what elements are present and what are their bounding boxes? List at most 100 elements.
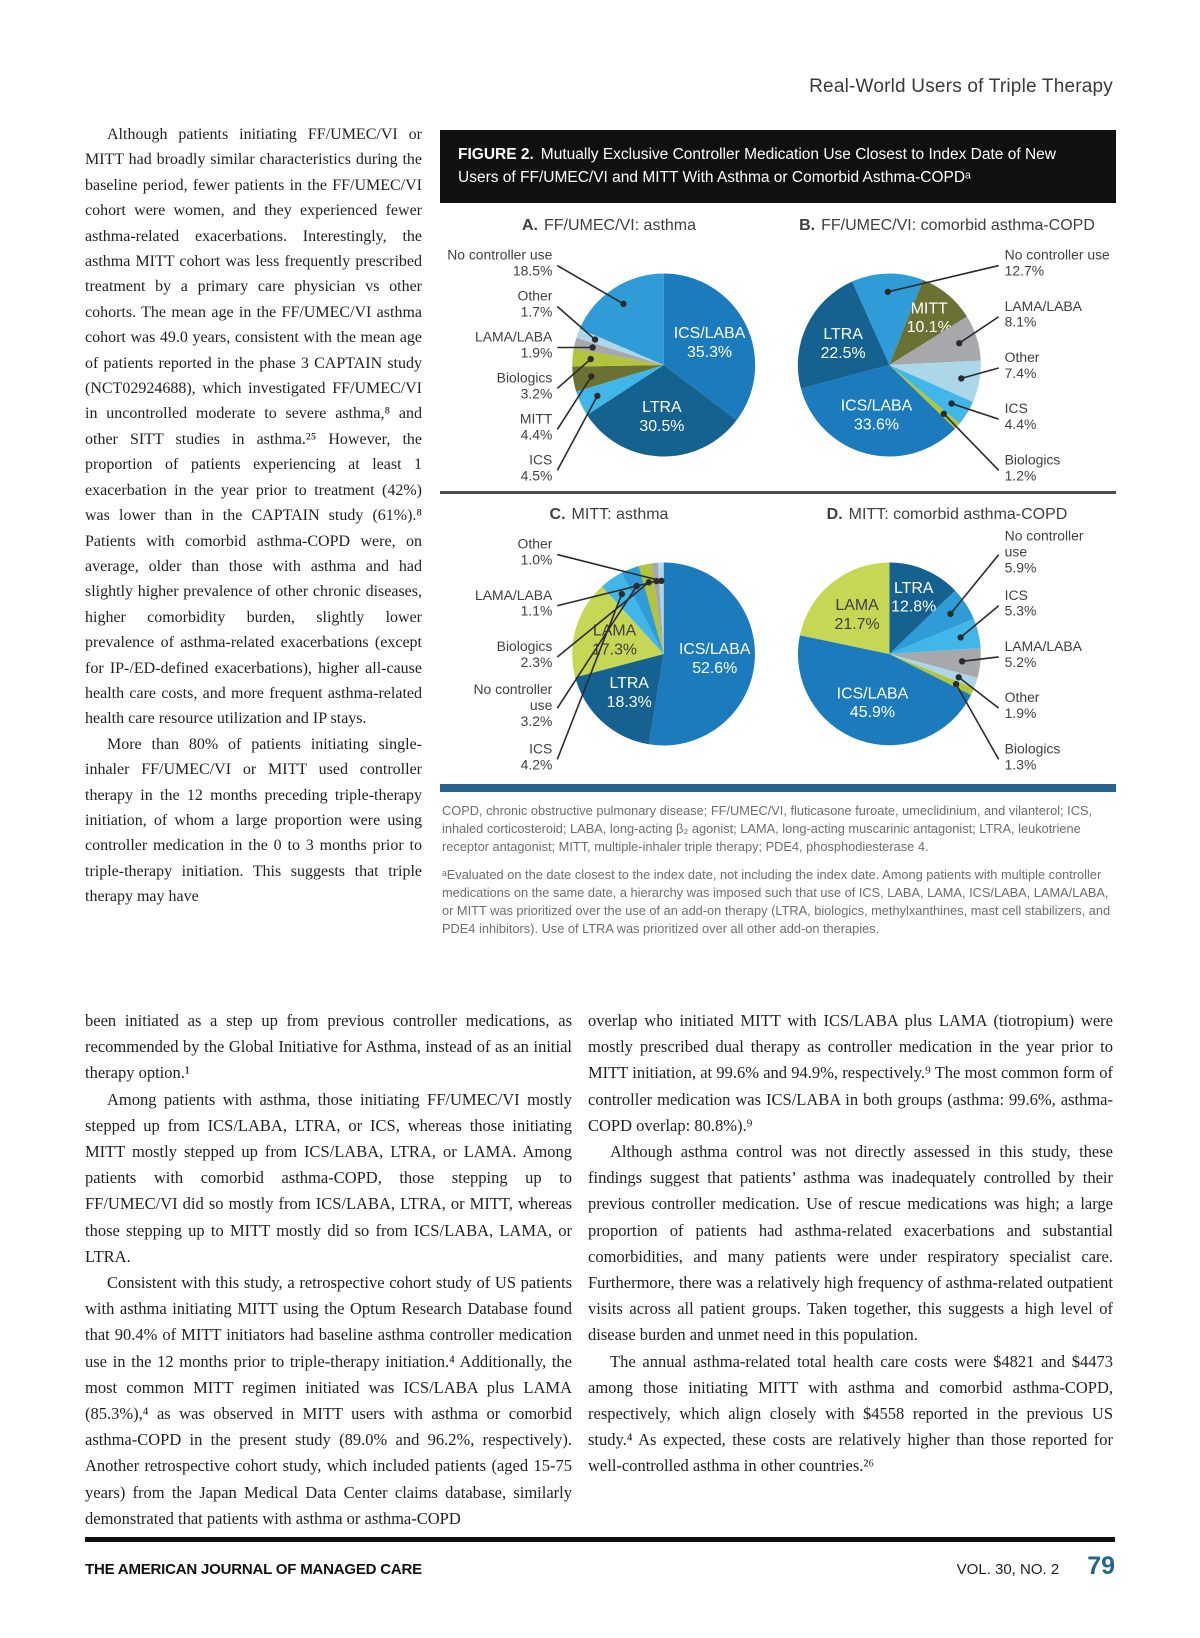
- callout-label: No controller use 3.2%: [473, 681, 552, 729]
- paragraph: been initiated as a step up from previou…: [85, 1011, 572, 1083]
- callout-label: No controller use 12.7%: [1005, 246, 1110, 278]
- pie-slice-ics-laba: [800, 364, 956, 456]
- callout-label: Other 1.0%: [518, 535, 553, 567]
- callout-dot: [952, 680, 960, 687]
- pie-slice-ics: [889, 364, 973, 423]
- callout-dot: [956, 339, 963, 346]
- callout-leader-line: [962, 655, 999, 662]
- panel-caption: MITT: comorbid asthma-COPD: [848, 505, 1068, 523]
- pie-panel-d: D. MITT: comorbid asthma-COPD LTRA 12.8% IC…: [778, 498, 1116, 778]
- callout-label: Other 1.7%: [518, 287, 553, 319]
- pie-slice-ltra: [889, 562, 956, 654]
- pie-slice-lama-laba: [889, 316, 981, 365]
- slice-label: ICS/LABA 45.9%: [837, 685, 909, 721]
- pie-slice-lama-laba: [573, 337, 664, 365]
- callout-dot: [955, 673, 962, 680]
- pie-slice-mitt: [889, 279, 967, 365]
- callout-label: LAMA/LABA 1.9%: [475, 328, 553, 360]
- callout-dot: [958, 374, 965, 382]
- running-head: Real-World Users of Triple Therapy: [809, 76, 1113, 97]
- callout-leader-line: [556, 357, 592, 389]
- panel-letter: B.: [799, 216, 816, 234]
- callout-label: No controller use 18.5%: [447, 246, 552, 278]
- intro-column: Although patients initiating FF/UMEC/VI …: [85, 122, 422, 910]
- callout-leader-line: [556, 395, 599, 471]
- pie-chart-a: ICS/LABA 35.3% LTRA 30.5% No controller use 1…: [447, 246, 756, 483]
- paragraph: Among patients with asthma, those initia…: [85, 1089, 572, 1266]
- callout-dot: [958, 657, 966, 665]
- pie-row-bottom: C. MITT: asthma ICS/LABA 52.6% LTRA 18.3% LAM…: [440, 490, 1116, 778]
- pie-slice-mitt: [572, 364, 664, 392]
- slice-label: ICS/LABA 35.3%: [674, 325, 746, 361]
- figure-title: Mutually Exclusive Controller Medication…: [458, 146, 1056, 187]
- callout-leader-line: [961, 366, 999, 379]
- footer: THE AMERICAN JOURNAL OF MANAGED CARE VOL…: [85, 1552, 1115, 1581]
- callout-label: Biologics 3.2%: [497, 369, 553, 401]
- pie-chart-b: MITT 10.1% ICS/LABA 33.6% LTRA 22.5% No contro…: [797, 246, 1110, 483]
- paragraph: Although asthma control was not directly…: [588, 1142, 1113, 1345]
- volume-number: VOL. 30, NO. 2: [956, 1561, 1060, 1578]
- figure-bottom-rule: [440, 783, 1116, 792]
- bottom-right-column: overlap who initiated MITT with ICS/LABA…: [588, 1008, 1113, 1480]
- callout-label: LAMA/LABA 5.2%: [1005, 638, 1083, 670]
- page-number: 79: [1087, 1552, 1115, 1580]
- callout-leader-line: [949, 553, 1000, 614]
- pie-panel-c: C. MITT: asthma ICS/LABA 52.6% LTRA 18.3% LAM…: [440, 498, 778, 778]
- footer-rule: [85, 1537, 1115, 1542]
- callout-leader-line: [556, 375, 593, 430]
- callout-dot: [587, 355, 594, 362]
- pie-slice-biologics: [572, 347, 664, 367]
- pie-slice-other: [657, 562, 664, 654]
- pie-slice-ics-laba: [797, 634, 972, 745]
- callout-dot: [588, 372, 595, 380]
- pie-slice-no-controller-use: [621, 565, 664, 654]
- callout-leader-line: [887, 264, 999, 293]
- callout-leader-line: [557, 553, 662, 582]
- callout-leader-line: [556, 581, 650, 658]
- pie-row-top: A. FF/UMEC/VI: asthma ICS/LABA 35.3% LTRA 30…: [440, 209, 1116, 489]
- callout-label: Biologics 1.3%: [1005, 740, 1061, 772]
- callout-label: Biologics 2.3%: [497, 638, 553, 670]
- paragraph: overlap who initiated MITT with ICS/LABA…: [588, 1011, 1113, 1135]
- panel-caption: MITT: asthma: [571, 505, 669, 523]
- panel-title-d: D. MITT: comorbid asthma-COPD: [827, 506, 1068, 524]
- paragraph: More than 80% of patients initiating sin…: [85, 735, 422, 906]
- panel-letter: D.: [826, 505, 843, 523]
- pie-chart-d: LTRA 12.8% ICS/LABA 45.9% LAMA 21.7% No contro…: [797, 527, 1084, 772]
- callout-label: Biologics 1.2%: [1005, 451, 1061, 483]
- panel-caption: FF/UMEC/VI: asthma: [543, 216, 697, 234]
- callout-dot: [653, 577, 660, 584]
- pie-panel-a: A. FF/UMEC/VI: asthma ICS/LABA 35.3% LTRA 30…: [440, 209, 778, 489]
- slice-label: LTRA 22.5%: [821, 325, 866, 361]
- callout-leader-line: [557, 579, 657, 607]
- callout-dot: [594, 392, 601, 399]
- panel-title-c: C. MITT: asthma: [550, 506, 669, 524]
- panel-caption: FF/UMEC/VI: comorbid asthma-COPD: [821, 216, 1095, 234]
- pie-slice-ics-laba: [663, 273, 756, 420]
- figure-label: FIGURE 2.: [458, 146, 534, 163]
- pie-slice-ics: [889, 618, 981, 654]
- paragraph: Although patients initiating FF/UMEC/VI …: [85, 126, 422, 728]
- journal-name: THE AMERICAN JOURNAL OF MANAGED CARE: [85, 1561, 422, 1578]
- callout-leader-line: [556, 593, 623, 760]
- pie-slice-ics: [601, 572, 664, 654]
- callout-dot: [884, 288, 892, 295]
- slice-label: ICS/LABA 52.6%: [679, 641, 751, 677]
- callout-leader-line: [955, 683, 1000, 760]
- panel-letter: C.: [549, 505, 566, 523]
- slice-label: LTRA 30.5%: [639, 399, 684, 435]
- callout-label: Other 7.4%: [1005, 349, 1040, 381]
- bottom-left-column: been initiated as a step up from previou…: [85, 1008, 572, 1532]
- callout-label: ICS 4.2%: [521, 740, 553, 772]
- callout-dot: [618, 590, 626, 597]
- callout-leader-line: [960, 604, 1000, 638]
- callout-leader-line: [958, 315, 1000, 344]
- pie-slice-no-controller-use: [852, 273, 924, 365]
- callout-dot: [658, 577, 665, 584]
- pie-chart-c: ICS/LABA 52.6%LTRA 18.3%LAMA 17.3%Other 1.0%…: [473, 535, 755, 772]
- panel-letter: A.: [521, 216, 538, 234]
- callout-dot: [591, 335, 599, 343]
- pie-slice-lama-laba: [651, 562, 664, 654]
- slice-label: MITT 10.1%: [907, 300, 952, 336]
